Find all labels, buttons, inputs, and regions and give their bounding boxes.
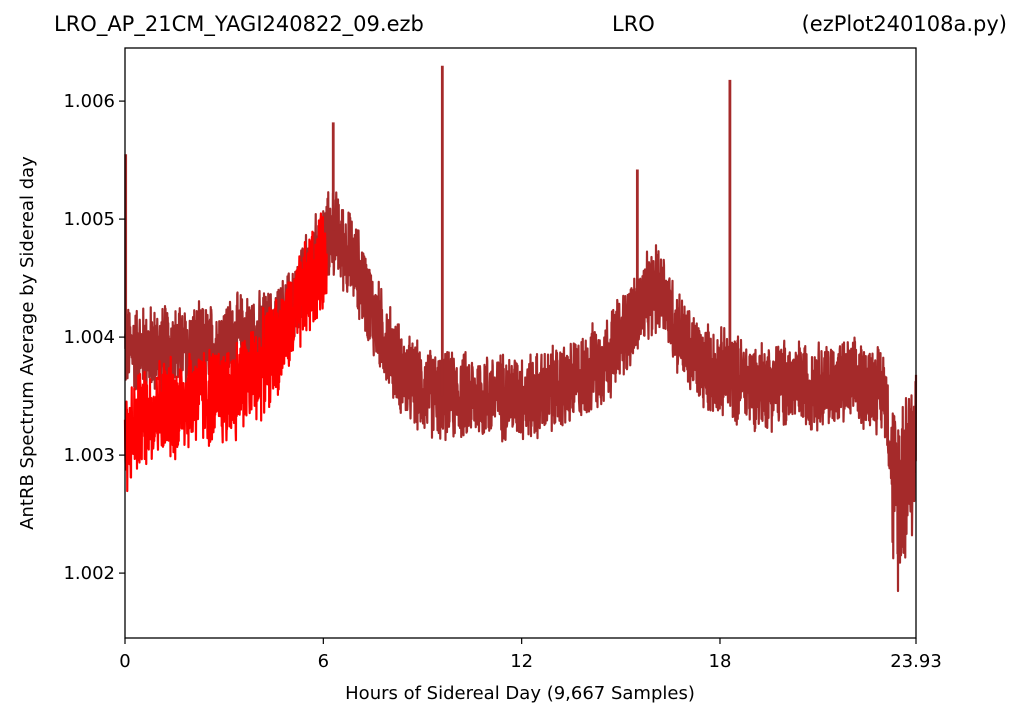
y-tick-label: 1.004 bbox=[63, 327, 115, 348]
x-tick-label: 23.93 bbox=[890, 651, 942, 672]
x-tick-label: 18 bbox=[709, 651, 732, 672]
x-axis-label: Hours of Sidereal Day (9,667 Samples) bbox=[345, 683, 695, 704]
y-tick-label: 1.002 bbox=[63, 563, 115, 584]
y-axis: 1.002 1.003 1.004 1.005 1.006 bbox=[63, 91, 125, 584]
y-tick-label: 1.005 bbox=[63, 209, 115, 230]
y-tick-label: 1.003 bbox=[63, 445, 115, 466]
x-tick-label: 6 bbox=[318, 651, 329, 672]
x-axis: 0 6 12 18 23.93 bbox=[119, 638, 942, 672]
x-tick-label: 0 bbox=[119, 651, 130, 672]
y-tick-label: 1.006 bbox=[63, 91, 115, 112]
series-line bbox=[123, 212, 328, 493]
y-axis-label: AntRB Spectrum Average by Sidereal day bbox=[17, 156, 38, 530]
header-filename: LRO_AP_21CM_YAGI240822_09.ezb bbox=[54, 12, 424, 36]
x-tick-label: 12 bbox=[510, 651, 533, 672]
header-script: (ezPlot240108a.py) bbox=[801, 12, 1007, 36]
series-layer bbox=[123, 65, 918, 593]
plot-frame bbox=[124, 47, 917, 639]
header-station: LRO bbox=[612, 12, 655, 36]
